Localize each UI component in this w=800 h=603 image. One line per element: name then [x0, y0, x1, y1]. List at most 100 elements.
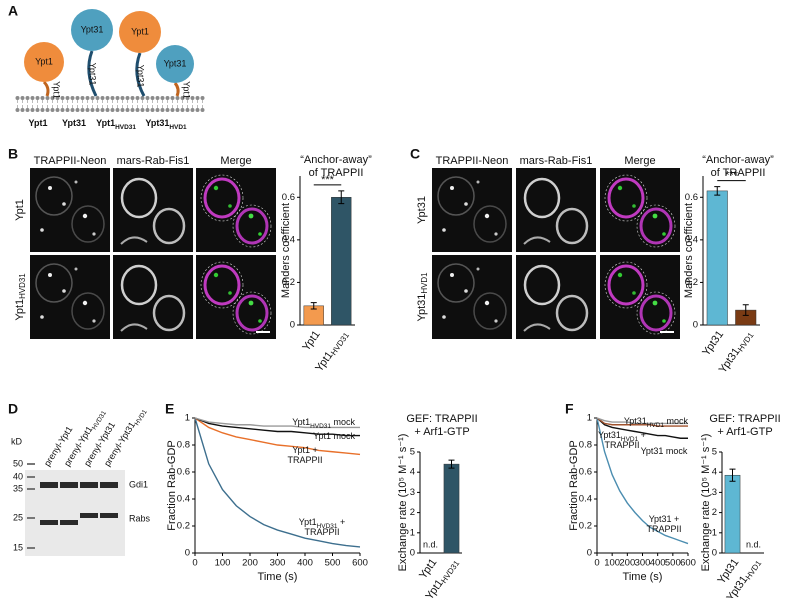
text-span: HVD31	[115, 124, 136, 131]
text-span: Ypt1	[299, 517, 317, 527]
y-tick-label: 1	[185, 413, 190, 424]
y-tick-label: 0.6	[685, 192, 698, 203]
construct-label: Ypt1	[28, 118, 47, 128]
y-axis-label: Fraction Rab-GDP	[166, 440, 178, 530]
column-header: Merge	[624, 155, 655, 167]
construct-label: Ypt31HVD1	[145, 118, 187, 130]
chart-title: of TRAPPII	[309, 167, 364, 179]
text-span: Ypt1 mock	[313, 431, 355, 441]
chart-title: “Anchor-away”	[300, 154, 372, 166]
y-tick-label: 0.4	[282, 234, 295, 245]
text-span: TRAPPII	[604, 440, 639, 450]
text-span: +	[638, 430, 646, 440]
y-tick-label: 1	[712, 527, 717, 538]
micrograph	[600, 255, 680, 339]
text-span: Ypt31	[700, 329, 726, 359]
protein-head	[156, 45, 194, 83]
gel-bands	[27, 463, 118, 549]
y-tick-label: 0.4	[685, 234, 698, 245]
head-label: Ypt1	[131, 26, 149, 36]
y-tick-label: 3	[712, 487, 717, 498]
x-tick-label: Ypt31	[700, 329, 726, 359]
y-axis-label: Fraction Rab-GDP	[568, 440, 580, 530]
marker-label: 50	[13, 458, 23, 468]
unit-label: kD	[11, 436, 23, 446]
text-span: GEF: TRAPPII	[406, 413, 477, 425]
chart-title: “Anchor-away”	[702, 154, 774, 166]
row-label: Ypt1	[14, 199, 26, 221]
text-span: TRAPPII	[304, 527, 339, 537]
data-line	[596, 417, 688, 425]
micrograph	[516, 255, 596, 339]
y-tick-label: 0	[587, 548, 592, 559]
data-line	[194, 417, 360, 437]
y-tick-label: 4	[712, 467, 717, 478]
row-label: Ypt1HVD31	[14, 273, 27, 321]
row-label: Ypt31	[416, 196, 428, 224]
text-span: HVD31	[439, 558, 461, 585]
y-tick-label: 5	[410, 447, 415, 458]
micrograph	[30, 255, 110, 339]
y-axis-label: Exchange rate (10⁵ M⁻¹ s⁻¹)	[397, 434, 409, 572]
x-axis-label: Time (s)	[623, 571, 663, 583]
series-label: Ypt31 +	[649, 514, 680, 524]
text-span: “Anchor-away”	[300, 154, 372, 166]
text-span: Ypt1	[300, 329, 322, 354]
chart-title: GEF: TRAPPII	[709, 413, 780, 425]
y-tick-label: 0.4	[579, 494, 592, 505]
text-span: HVD1	[169, 124, 187, 131]
data-line	[596, 417, 689, 545]
y-tick-label: 0.2	[282, 277, 295, 288]
marker-label: 25	[13, 512, 23, 522]
panel-label: D	[8, 401, 18, 417]
significance-label: ***	[321, 174, 335, 186]
x-tick-label: 500	[325, 558, 341, 569]
micrograph	[113, 255, 193, 339]
construct-label: Ypt31	[62, 118, 86, 128]
y-tick-label: 0	[712, 548, 717, 559]
column-header: TRAPPII-Neon	[436, 155, 509, 167]
data-line	[596, 417, 688, 439]
micrograph	[600, 168, 680, 252]
error-bar	[742, 304, 749, 316]
text-span: Ypt1 +	[292, 445, 318, 455]
data-line	[194, 417, 361, 548]
bar	[331, 197, 352, 326]
marker-label: 35	[13, 483, 23, 493]
anchor-stalk	[42, 80, 50, 97]
text-span: Ypt1	[28, 118, 47, 128]
head-label: Ypt1	[35, 56, 53, 66]
column-header: mars-Rab-Fis1	[117, 155, 190, 167]
text-span: HVD31	[18, 273, 27, 299]
text-span: Ypt1	[14, 199, 26, 221]
y-axis-label: Manders coefficient	[280, 203, 292, 298]
panel-label: E	[165, 401, 174, 417]
series-label: Ypt1HVD31 mock	[292, 417, 355, 429]
y-tick-label: 0	[410, 548, 415, 559]
text-span: GEF: TRAPPII	[709, 413, 780, 425]
x-tick-label: 0	[594, 558, 599, 569]
protein-head	[71, 9, 113, 51]
series-label: Ypt31HVD1 +	[598, 430, 646, 442]
y-tick-label: 3	[410, 487, 415, 498]
panel-label: B	[8, 146, 18, 162]
tail-label: Ypt31	[88, 63, 98, 86]
text-span: Ypt31	[416, 196, 428, 224]
error-bar	[714, 186, 721, 196]
chart-title: GEF: TRAPPII	[406, 413, 477, 425]
protein-head	[24, 42, 64, 82]
y-tick-label: 0.8	[177, 440, 190, 451]
panel-label: A	[8, 3, 18, 19]
text-span: HVD31	[329, 330, 351, 357]
error-bar	[310, 302, 317, 310]
column-header: Merge	[220, 155, 251, 167]
text-span: +	[337, 517, 345, 527]
series-label: Ypt31 mock	[641, 446, 688, 456]
x-tick-label: 500	[665, 558, 681, 569]
series-label: TRAPPII	[287, 455, 322, 465]
bar	[724, 474, 741, 554]
tail-label: Ypt31	[136, 65, 146, 88]
error-bar	[729, 468, 736, 482]
y-tick-label: 0.6	[579, 467, 592, 478]
